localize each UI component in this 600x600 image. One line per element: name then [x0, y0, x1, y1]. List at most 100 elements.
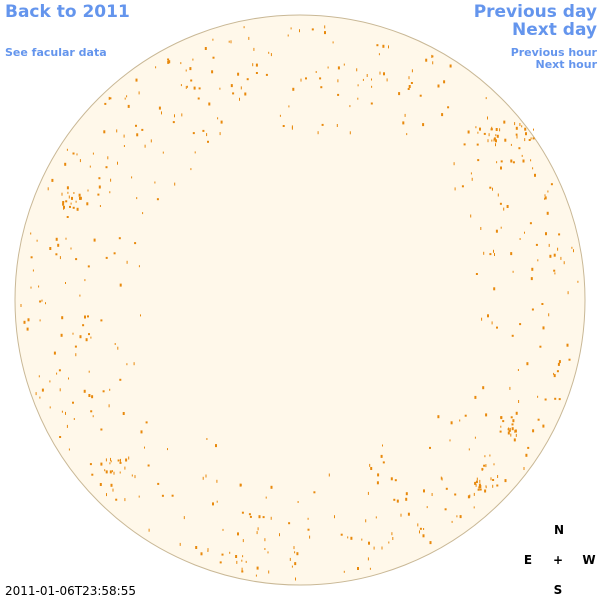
back-link[interactable]: Back to 2011 [5, 2, 130, 22]
facula [537, 259, 539, 262]
facula [556, 370, 559, 373]
facula [74, 345, 77, 348]
facula [519, 238, 521, 240]
next-hour-link[interactable]: Next hour [536, 58, 598, 71]
facula [518, 400, 520, 403]
facula [450, 421, 453, 425]
facula [479, 488, 482, 491]
facula [87, 265, 90, 268]
prev-day-link[interactable]: Previous day [474, 2, 597, 22]
facula [282, 125, 285, 127]
facula [492, 484, 494, 488]
facula [477, 488, 480, 491]
prev-hour-link[interactable]: Previous hour [511, 46, 598, 59]
facula [475, 126, 477, 129]
facula [294, 562, 297, 566]
facula [328, 473, 330, 477]
facula [66, 148, 68, 151]
facula [410, 82, 413, 84]
facula [509, 427, 511, 431]
facula [542, 424, 545, 428]
facula [41, 299, 43, 302]
facula [544, 194, 546, 197]
facula [404, 113, 406, 117]
facula [99, 483, 102, 486]
facula [197, 97, 200, 100]
facula [98, 185, 101, 189]
next-day-link[interactable]: Next day [512, 20, 597, 40]
facula [92, 415, 94, 418]
facular-link[interactable]: See facular data [5, 46, 107, 59]
facula [105, 166, 108, 169]
facula [208, 102, 211, 106]
facula [382, 44, 385, 48]
facula [76, 207, 79, 211]
facula [493, 138, 495, 142]
facula [295, 577, 296, 581]
facula [558, 233, 561, 236]
facula [477, 131, 479, 134]
facula [60, 333, 63, 337]
facula [343, 63, 345, 66]
facula [334, 515, 335, 519]
facula [235, 555, 238, 558]
facula [256, 566, 259, 570]
facula [336, 124, 338, 127]
facula [491, 139, 493, 142]
facula [237, 532, 239, 536]
facula [110, 457, 111, 461]
facula [378, 53, 380, 56]
facula [478, 486, 481, 489]
facula [243, 26, 245, 29]
facula [110, 178, 112, 182]
facula [511, 427, 514, 431]
facula [528, 139, 531, 141]
facula [138, 265, 140, 268]
facula [294, 551, 296, 554]
facula [315, 71, 317, 73]
facula [504, 138, 507, 142]
facula [105, 470, 108, 474]
facula [515, 433, 517, 437]
facula [510, 159, 513, 163]
facula [417, 523, 419, 527]
facula [402, 121, 405, 125]
facula [514, 429, 517, 433]
facula [228, 40, 230, 43]
facula [495, 134, 497, 137]
facula [92, 152, 94, 155]
facula [222, 528, 224, 531]
facula [200, 552, 203, 556]
facula [49, 247, 52, 250]
facula [422, 123, 425, 127]
facula [87, 189, 89, 192]
facula [406, 133, 408, 136]
facula [258, 515, 261, 519]
facula [32, 269, 34, 272]
facula [142, 212, 144, 215]
facula [91, 395, 94, 399]
facula [167, 448, 168, 451]
facula [447, 106, 450, 109]
facula [291, 125, 293, 129]
facula [72, 401, 74, 404]
facula [548, 243, 550, 247]
facula [61, 316, 64, 320]
facula [133, 362, 135, 366]
facula [485, 464, 487, 468]
facula [138, 91, 140, 95]
facula [270, 53, 272, 57]
facula [321, 123, 324, 126]
facula [480, 227, 482, 230]
compass-west: W [582, 553, 595, 567]
facula [198, 87, 201, 90]
facula [497, 193, 499, 197]
facula [75, 258, 78, 261]
facula [320, 86, 323, 89]
facula [510, 433, 512, 437]
facula [158, 106, 161, 110]
facula [408, 76, 410, 80]
facula [496, 161, 498, 164]
facula [90, 336, 92, 339]
facula [560, 256, 562, 260]
